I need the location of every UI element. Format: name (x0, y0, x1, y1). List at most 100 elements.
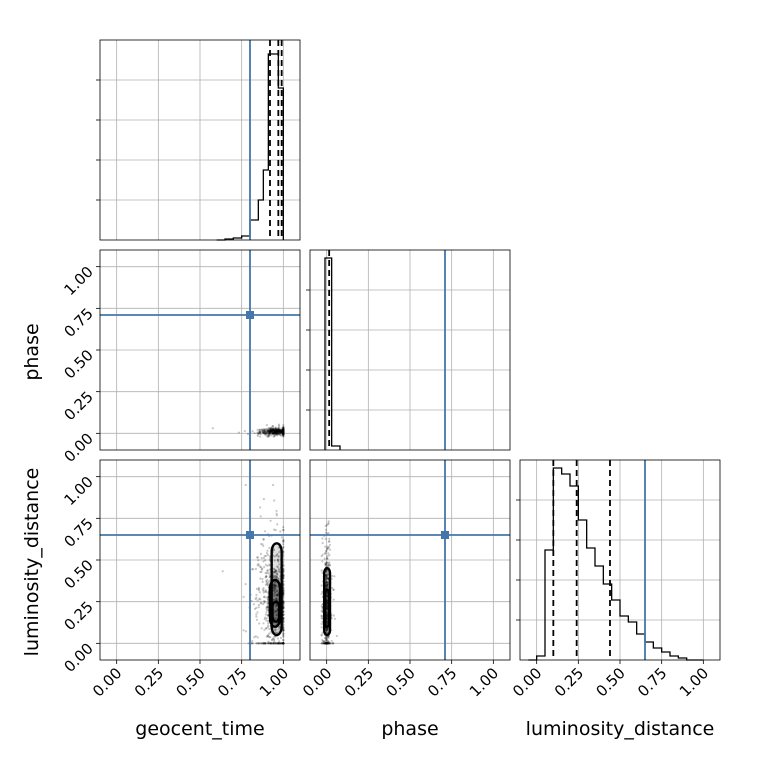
scatter-point (268, 632, 271, 635)
scatter-point (325, 585, 328, 588)
scatter-point (325, 642, 328, 645)
scatter-point (282, 431, 285, 434)
scatter-point (270, 429, 273, 432)
scatter-point (211, 427, 214, 430)
scatter-point (263, 432, 267, 435)
scatter-point (276, 429, 279, 432)
scatter-point (324, 551, 327, 555)
scatter-point (258, 429, 261, 432)
scatter-point (282, 642, 285, 645)
scatter-point (327, 636, 330, 639)
scatter-point (277, 642, 280, 645)
scatter-point (273, 584, 276, 587)
scatter-point (273, 587, 276, 590)
scatter-point (281, 429, 284, 432)
x-tick-label: 1.00 (676, 664, 712, 700)
panels-layer: 0.00 0.25 0.50 0.75 1.000.000.250.500.751.00… (60, 39, 721, 700)
scatter-point (275, 514, 279, 517)
scatter-point (271, 639, 274, 642)
scatter-point (267, 434, 271, 437)
scatter-point (324, 642, 328, 645)
scatter-point (255, 613, 258, 616)
scatter-point (272, 429, 275, 432)
scatter-point (325, 627, 328, 630)
scatter-point (326, 642, 330, 645)
scatter-point (254, 635, 257, 638)
scatter-point (282, 546, 285, 549)
scatter-point (267, 624, 270, 627)
scatter-point (279, 430, 283, 434)
scatter-point (326, 602, 329, 605)
x-axis-label-geocent-time: geocent_time (135, 718, 264, 740)
scatter-point (272, 428, 275, 431)
scatter-point (278, 431, 281, 434)
scatter-point (282, 427, 285, 431)
scatter-point (282, 430, 285, 434)
scatter-point (320, 634, 323, 637)
scatter-point (254, 567, 258, 571)
scatter-point (271, 483, 275, 487)
scatter-point (282, 429, 285, 433)
scatter-point (265, 606, 268, 609)
scatter-point (269, 429, 272, 432)
scatter-point (325, 556, 328, 559)
scatter-point (325, 599, 329, 602)
scatter-point (263, 600, 266, 603)
scatter-point (331, 574, 334, 578)
scatter-point (326, 613, 329, 616)
scatter-point (276, 572, 279, 575)
scatter-point (277, 429, 280, 432)
scatter-point (273, 431, 276, 434)
scatter-point (264, 554, 267, 557)
scatter-point (327, 635, 330, 639)
scatter-point (325, 575, 328, 578)
scatter-point (277, 430, 280, 433)
scatter-point (255, 593, 258, 596)
scatter-point (256, 636, 259, 639)
scatter-point (280, 430, 283, 433)
truth-marker (246, 311, 254, 319)
scatter-point (321, 553, 324, 556)
scatter-point (277, 427, 280, 431)
scatter-point (272, 598, 275, 601)
scatter-point (278, 433, 281, 436)
scatter-point (263, 430, 266, 433)
scatter-point (282, 429, 285, 432)
scatter-point (264, 430, 267, 433)
scatter-point (324, 642, 328, 645)
scatter-point (271, 432, 274, 435)
scatter-point (264, 571, 267, 575)
scatter-point (269, 428, 272, 432)
scatter-point (320, 622, 323, 625)
scatter-point (332, 588, 335, 591)
scatter-point (282, 429, 285, 432)
scatter-point (267, 429, 270, 433)
scatter-point (273, 589, 276, 592)
scatter-point (282, 429, 285, 432)
scatter-point (321, 590, 324, 593)
scatter-point (268, 432, 271, 435)
scatter-point (325, 603, 328, 607)
scatter-point (279, 430, 282, 434)
scatter-point (282, 431, 285, 434)
scatter-point (325, 615, 328, 618)
scatter-point (263, 429, 266, 433)
scatter-point (269, 430, 272, 434)
scatter-point (282, 628, 285, 632)
scatter-point (281, 431, 284, 434)
scatter-point (282, 430, 285, 433)
scatter-point (266, 626, 270, 629)
scatter-point (268, 568, 271, 571)
scatter-point (266, 614, 269, 617)
scatter-point (282, 431, 285, 434)
scatter-point (273, 429, 276, 432)
scatter-point (279, 429, 282, 432)
scatter-point (264, 642, 267, 645)
scatter-point (282, 433, 285, 436)
scatter-point (282, 431, 285, 434)
scatter-point (267, 606, 270, 609)
scatter-point (258, 430, 261, 433)
scatter-point (265, 619, 268, 622)
y-tick-label: 0.50 (60, 346, 96, 382)
scatter-point (277, 430, 280, 433)
